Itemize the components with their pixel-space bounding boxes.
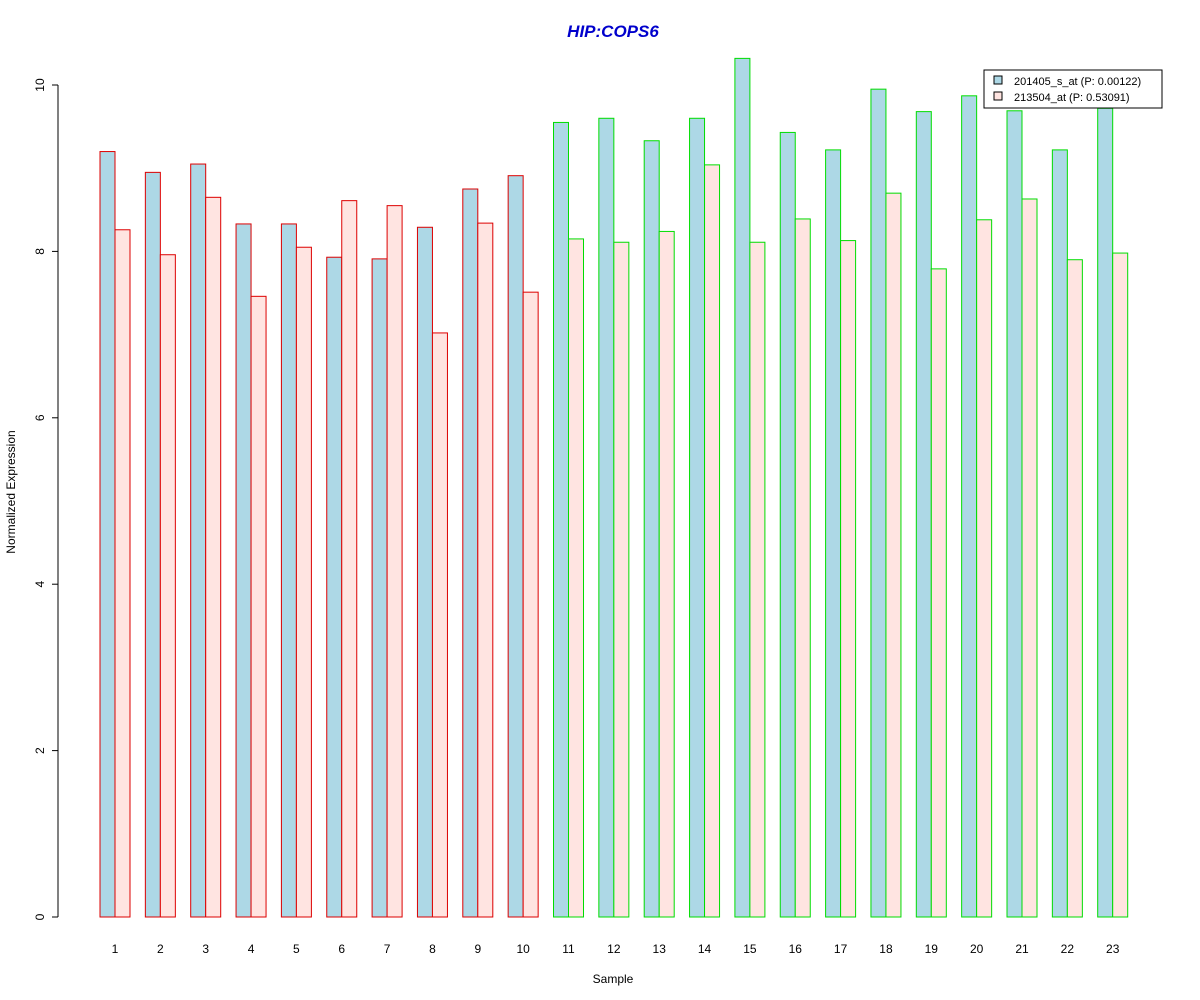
bars-group <box>99 57 1129 918</box>
bar-sample-15-series-1 <box>734 57 751 918</box>
bar-sample-5-series-1 <box>280 223 297 918</box>
bar-sample-10-series-1 <box>507 175 524 918</box>
x-tick-label: 11 <box>562 942 575 956</box>
bar-sample-19-series-2 <box>930 268 947 918</box>
legend-swatch-series-2 <box>993 91 1003 101</box>
x-tick-label: 3 <box>202 942 209 956</box>
legend-label-series-2: 213504_at (P: 0.53091) <box>1014 92 1130 104</box>
x-tick-label: 7 <box>384 942 391 956</box>
bar-sample-8-series-2 <box>431 332 448 918</box>
y-tick-label: 6 <box>33 414 47 421</box>
bar-sample-11-series-2 <box>568 238 584 918</box>
y-tick-label: 2 <box>33 747 47 754</box>
x-tick-label: 12 <box>607 942 621 956</box>
x-tick-label: 4 <box>248 942 255 956</box>
bar-sample-23-series-1 <box>1097 107 1114 918</box>
x-tick-label: 18 <box>879 942 893 956</box>
bar-sample-10-series-2 <box>522 291 539 918</box>
bar-sample-1-series-2 <box>114 229 131 918</box>
x-tick-label: 10 <box>516 942 530 956</box>
bar-sample-19-series-1 <box>915 111 932 918</box>
bar-sample-22-series-1 <box>1051 149 1068 918</box>
bar-sample-20-series-2 <box>976 219 993 918</box>
bar-sample-9-series-1 <box>462 188 479 918</box>
bar-sample-3-series-1 <box>190 163 207 918</box>
x-tick-label: 22 <box>1061 942 1075 956</box>
bar-sample-12-series-2 <box>613 241 630 918</box>
y-tick-label: 8 <box>33 248 47 255</box>
bar-sample-9-series-2 <box>477 222 494 918</box>
y-tick-label: 10 <box>33 78 47 92</box>
x-tick-label: 13 <box>653 942 667 956</box>
legend: 201405_s_at (P: 0.00122) 213504_at (P: 0… <box>983 69 1163 109</box>
y-tick-label: 4 <box>33 581 47 588</box>
bar-sample-18-series-2 <box>885 192 902 918</box>
bar-sample-1-series-1 <box>99 151 116 918</box>
legend-label-series-1: 201405_s_at (P: 0.00122) <box>1014 76 1141 88</box>
bar-sample-8-series-1 <box>416 226 433 918</box>
chart-title: HIP:COPS6 <box>567 22 659 41</box>
bar-sample-13-series-1 <box>643 140 660 918</box>
bar-sample-6-series-1 <box>326 256 343 918</box>
bar-sample-7-series-2 <box>386 205 403 918</box>
x-tick-label: 17 <box>834 942 848 956</box>
bar-sample-12-series-1 <box>598 117 615 918</box>
bar-sample-5-series-2 <box>295 246 312 918</box>
bar-sample-23-series-2 <box>1112 252 1129 918</box>
bar-sample-7-series-1 <box>371 258 388 918</box>
x-tick-label: 2 <box>157 942 164 956</box>
x-tick-label: 21 <box>1015 942 1029 956</box>
bar-sample-17-series-1 <box>825 149 842 918</box>
bar-sample-14-series-1 <box>689 117 706 918</box>
bar-sample-6-series-2 <box>341 200 358 918</box>
bar-sample-21-series-2 <box>1021 198 1038 918</box>
legend-swatch-series-1 <box>993 75 1003 85</box>
x-tick-label: 20 <box>970 942 984 956</box>
bar-sample-4-series-1 <box>235 223 252 918</box>
bar-sample-4-series-2 <box>250 295 267 918</box>
x-tick-label: 1 <box>112 942 119 956</box>
x-axis-label: Sample <box>593 972 634 986</box>
bar-sample-2-series-1 <box>144 171 161 918</box>
x-tick-label: 8 <box>429 942 436 956</box>
bar-sample-22-series-2 <box>1066 259 1083 918</box>
bar-sample-16-series-1 <box>779 131 796 918</box>
bar-sample-3-series-2 <box>205 196 222 918</box>
bar-sample-13-series-2 <box>658 230 675 918</box>
bar-sample-17-series-2 <box>840 240 857 918</box>
bar-sample-21-series-1 <box>1006 110 1023 918</box>
y-axis: 0 2 4 6 8 10 <box>33 78 59 920</box>
y-tick-label: 0 <box>33 913 47 920</box>
x-tick-label: 16 <box>789 942 803 956</box>
bar-sample-2-series-2 <box>159 254 176 918</box>
x-tick-labels: 1 2 3 4 5 6 7 8 9 10 11 12 13 14 15 16 17 18 19 20 21 22 23 <box>112 942 1120 956</box>
bar-sample-20-series-1 <box>961 95 978 918</box>
legend-box <box>983 69 1163 109</box>
bar-sample-16-series-2 <box>794 218 811 918</box>
x-tick-label: 23 <box>1106 942 1120 956</box>
x-tick-label: 15 <box>743 942 757 956</box>
bar-sample-18-series-1 <box>870 88 887 918</box>
bar-sample-14-series-2 <box>704 164 721 918</box>
x-tick-label: 5 <box>293 942 300 956</box>
bar-sample-15-series-2 <box>749 241 766 918</box>
x-tick-label: 6 <box>338 942 345 956</box>
y-axis-label: Normalized Expression <box>4 430 18 553</box>
x-tick-label: 14 <box>698 942 712 956</box>
bar-sample-11-series-1 <box>553 121 569 918</box>
x-tick-label: 19 <box>925 942 939 956</box>
x-tick-label: 9 <box>474 942 481 956</box>
